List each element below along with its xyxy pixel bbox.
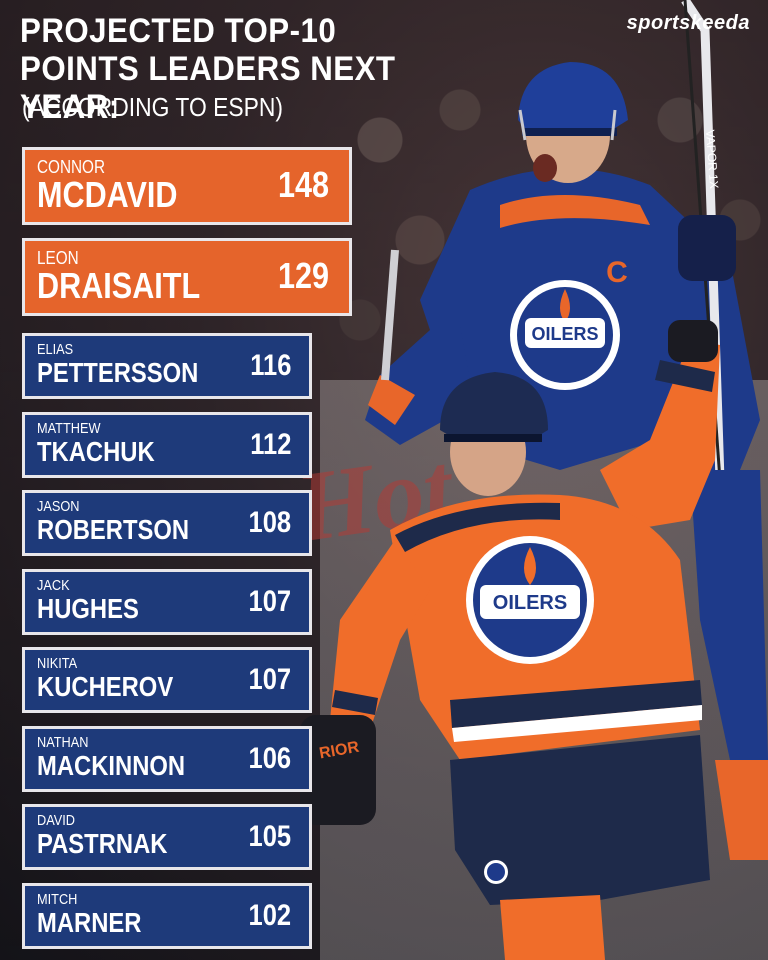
stick-text: VAPOR 1X bbox=[703, 129, 721, 189]
leader-row: DAVID PASTRNAK 105 bbox=[22, 804, 312, 870]
jersey-logo-text: OILERS bbox=[531, 324, 598, 344]
leader-row: MATTHEW TKACHUK 112 bbox=[22, 411, 312, 478]
leader-row: LEON DRAISAITL 129 bbox=[22, 238, 352, 316]
player-first-name: NATHAN bbox=[37, 733, 89, 751]
front-player: RIOR OILERS bbox=[300, 320, 720, 960]
player-first-name: MITCH bbox=[37, 890, 78, 908]
leader-row: NATHAN MACKINNON 106 bbox=[22, 725, 312, 792]
player-first-name: MATTHEW bbox=[37, 419, 101, 437]
page-subtitle: (ACCORDING TO ESPN) bbox=[22, 92, 284, 122]
leader-row: NIKITA KUCHEROV 107 bbox=[22, 647, 312, 713]
player-last-name: HUGHES bbox=[37, 592, 139, 624]
player-first-name: ELIAS bbox=[37, 341, 74, 358]
brand-logo: sportskeeda bbox=[626, 12, 750, 34]
page-title: PROJECTED TOP-10 POINTS LEADERS NEXT YEA… bbox=[20, 12, 396, 126]
player-last-name: TKACHUK bbox=[37, 435, 155, 467]
player-last-name: DRAISAITL bbox=[37, 265, 201, 306]
player-first-name: LEON bbox=[37, 248, 79, 268]
player-first-name: CONNOR bbox=[37, 157, 105, 177]
projected-points: 148 bbox=[277, 164, 329, 205]
player-first-name: DAVID bbox=[37, 812, 76, 829]
projected-points: 106 bbox=[248, 741, 291, 775]
player-first-name: NIKITA bbox=[37, 655, 78, 672]
front-jersey-logo-text: OILERS bbox=[493, 592, 567, 614]
captain-letter: C bbox=[606, 256, 628, 289]
projected-points: 116 bbox=[249, 349, 291, 382]
leader-row: MITCH MARNER 102 bbox=[22, 882, 312, 949]
projected-points: 102 bbox=[248, 898, 291, 932]
player-last-name: PETTERSSON bbox=[37, 357, 199, 388]
player-last-name: MARNER bbox=[37, 906, 142, 938]
player-last-name: MACKINNON bbox=[37, 749, 186, 781]
player-first-name: JACK bbox=[37, 576, 70, 594]
projected-points: 105 bbox=[248, 820, 291, 853]
projected-points: 112 bbox=[249, 427, 291, 461]
projected-points: 107 bbox=[248, 584, 291, 618]
player-last-name: ROBERTSON bbox=[37, 514, 190, 545]
player-last-name: MCDAVID bbox=[37, 174, 178, 215]
projected-points: 129 bbox=[277, 255, 329, 296]
glove-text: RIOR bbox=[318, 739, 361, 763]
player-last-name: PASTRNAK bbox=[37, 828, 168, 859]
leader-row: JACK HUGHES 107 bbox=[22, 568, 312, 635]
player-first-name: JASON bbox=[37, 498, 80, 515]
leader-row: ELIAS PETTERSSON 116 bbox=[22, 333, 312, 399]
projected-points: 108 bbox=[248, 506, 291, 539]
player-last-name: KUCHEROV bbox=[37, 671, 174, 702]
leader-row: CONNOR MCDAVID 148 bbox=[22, 147, 352, 225]
projected-points: 107 bbox=[248, 663, 291, 696]
leader-row: JASON ROBERTSON 108 bbox=[22, 490, 312, 556]
